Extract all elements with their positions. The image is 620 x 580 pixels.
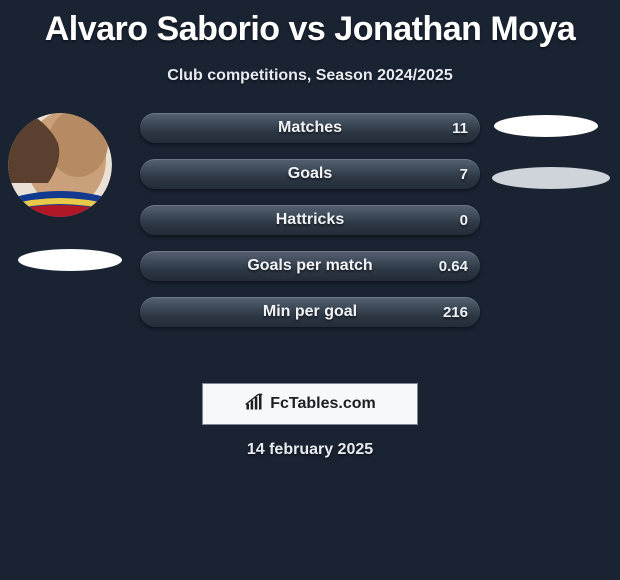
stats-table: Matches 11 Goals 7 Hattricks 0 Goals per… (140, 113, 480, 343)
player-name-oval-right-1 (494, 115, 598, 137)
stat-row-goals: Goals 7 (140, 159, 480, 189)
player-name-oval-right-2 (492, 167, 610, 189)
stat-label: Goals (140, 159, 480, 189)
stat-row-matches: Matches 11 (140, 113, 480, 143)
watermark[interactable]: FcTables.com (202, 383, 418, 425)
watermark-text: FcTables.com (270, 395, 376, 413)
player-name-oval-left (18, 249, 122, 271)
stat-value-right: 7 (460, 159, 468, 189)
page-title: Alvaro Saborio vs Jonathan Moya (0, 0, 620, 49)
footer-date: 14 february 2025 (0, 441, 620, 459)
page-subtitle: Club competitions, Season 2024/2025 (0, 67, 620, 85)
stat-label: Matches (140, 113, 480, 143)
stat-row-hattricks: Hattricks 0 (140, 205, 480, 235)
stat-value-right: 216 (443, 297, 468, 327)
stat-label: Min per goal (140, 297, 480, 327)
compare-area: Matches 11 Goals 7 Hattricks 0 Goals per… (0, 113, 620, 363)
stat-row-mpg: Min per goal 216 (140, 297, 480, 327)
stat-value-right: 0 (460, 205, 468, 235)
stat-value-right: 0.64 (439, 251, 468, 281)
avatar-illustration (8, 113, 112, 217)
stat-label: Goals per match (140, 251, 480, 281)
stat-label: Hattricks (140, 205, 480, 235)
player-avatar-left (8, 113, 112, 217)
bar-chart-icon (244, 392, 264, 417)
stat-row-gpm: Goals per match 0.64 (140, 251, 480, 281)
stat-value-right: 11 (452, 113, 468, 143)
